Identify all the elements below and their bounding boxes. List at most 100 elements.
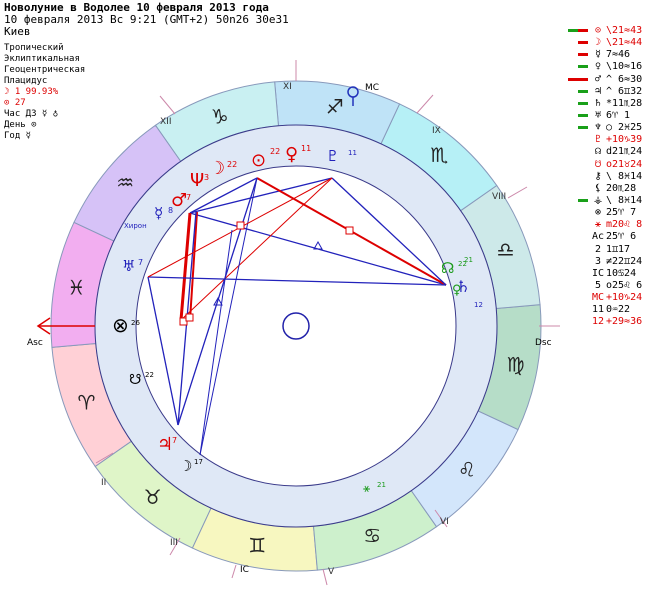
positions-table: ⊙ \21≈43 ☽ \21≈44 ☿ 7≈46 ♀ \10≈16 ♂ ^ 6≈30 ♃ ^ 6♊32… bbox=[560, 25, 672, 329]
body-position: 20♏28 bbox=[606, 182, 637, 194]
position-row: ☽ \21≈44 bbox=[560, 37, 672, 49]
mc-label: MC bbox=[365, 83, 379, 93]
body-glyph: ⊙ bbox=[594, 25, 602, 36]
chart-settings: Тропический Эклиптикальная Геоцентрическ… bbox=[4, 43, 85, 142]
aspect-strength-marker bbox=[560, 122, 588, 134]
house-v: V bbox=[328, 567, 335, 577]
part-fortune-degree: 26 bbox=[131, 319, 140, 327]
body-position: \ 8♓14 bbox=[606, 194, 643, 206]
body-glyph: ☿ bbox=[594, 49, 602, 61]
zodiac-sign-glyph: ♋ bbox=[363, 524, 381, 548]
sun-value: ⊙ 27 bbox=[4, 98, 26, 108]
position-row: 2 1♊17 bbox=[560, 244, 672, 256]
body-glyph: ♄ bbox=[594, 97, 602, 109]
part-fortune-glyph: ⊗ bbox=[112, 313, 129, 337]
zodiac-ring: ♈ ♉ ♊ ♋ ♌ ♍ ♎ ♏ ♐ ♑ ♒ ♓ bbox=[50, 80, 542, 572]
body-glyph: 12 bbox=[592, 316, 605, 328]
vertex-glyph: ⚹ bbox=[363, 481, 370, 495]
house-system: Плацидус bbox=[4, 76, 48, 86]
body-position: 1♊17 bbox=[606, 243, 631, 255]
aspect-strength-marker bbox=[560, 207, 588, 219]
aspect-strength-marker bbox=[560, 195, 588, 207]
body-glyph: МС bbox=[592, 292, 605, 304]
house-viii: VIII bbox=[492, 192, 506, 202]
body-position: ○ 2♓25 bbox=[606, 122, 643, 134]
aspect-strength-marker bbox=[560, 244, 588, 256]
position-row: ☿ 7≈46 bbox=[560, 49, 672, 61]
mc-marker bbox=[347, 86, 359, 106]
body-glyph: ⊗ bbox=[594, 207, 602, 219]
aspect-strength-marker bbox=[560, 25, 588, 37]
aspect-strength-marker bbox=[560, 231, 588, 243]
body-position: +29≈36 bbox=[606, 316, 643, 328]
position-row: 11 0♒22 bbox=[560, 304, 672, 316]
mars-degree: 7 bbox=[186, 193, 191, 202]
body-glyph: ♃ bbox=[594, 85, 602, 97]
position-row: ♅ 6♈ 1 bbox=[560, 110, 672, 122]
asc-label: Asc bbox=[27, 338, 43, 348]
north-node-degree: 22 bbox=[458, 260, 467, 268]
position-row: ⚷ \ 8♓14 bbox=[560, 171, 672, 183]
position-row: ⊗ 25♈ 7 bbox=[560, 207, 672, 219]
moon-glyph: ☽ bbox=[209, 158, 225, 179]
center-type: Геоцентрическая bbox=[4, 65, 86, 75]
selena-glyph: ♀ bbox=[452, 283, 462, 298]
body-position: m20♌ 8 bbox=[606, 219, 643, 231]
aspect-strength-marker bbox=[560, 159, 588, 171]
position-row: ♀ \10≈16 bbox=[560, 61, 672, 73]
aspect-strength-marker bbox=[560, 61, 588, 73]
house-ix: IX bbox=[432, 126, 441, 136]
aspect-strength-marker bbox=[560, 219, 588, 231]
aspect-strength-marker bbox=[560, 292, 588, 304]
chart-datetime: 10 февраля 2013 Вс 9:21 (GMT+2) 50n26 30… bbox=[4, 13, 289, 26]
body-position: 0♒22 bbox=[606, 304, 631, 316]
position-row: ♃ ^ 6♊32 bbox=[560, 86, 672, 98]
moon-phase: ☽ 1 99.93% bbox=[4, 87, 59, 97]
body-position: ≠22♊24 bbox=[606, 255, 643, 267]
south-node-glyph: ☋ bbox=[129, 372, 141, 388]
aspect-strength-marker bbox=[560, 316, 588, 328]
zodiac-sign-glyph: ♌ bbox=[458, 457, 476, 481]
asc-arrow bbox=[36, 317, 95, 335]
body-position: \10≈16 bbox=[606, 61, 643, 73]
body-position: o21♉24 bbox=[606, 158, 643, 170]
lilith-degree: 17 bbox=[194, 458, 203, 466]
house-ii: II bbox=[101, 478, 106, 488]
body-glyph: 3 bbox=[594, 255, 602, 267]
house-xii: XII bbox=[160, 117, 171, 127]
body-glyph: 11 bbox=[592, 304, 605, 316]
body-glyph: 2 bbox=[594, 243, 602, 255]
mercury-degree: 8 bbox=[168, 206, 173, 215]
aspect-strength-marker bbox=[560, 49, 588, 61]
aspect-strength-marker bbox=[560, 134, 588, 146]
body-glyph: 5 bbox=[594, 279, 602, 291]
sun-degree: 22 bbox=[270, 147, 280, 156]
aspect-strength-marker bbox=[560, 268, 588, 280]
body-glyph: ⚷ bbox=[594, 170, 602, 182]
zodiac-sign-glyph: ♒ bbox=[116, 171, 134, 195]
zodiac-sign-glyph: ♐ bbox=[326, 94, 344, 118]
moon-degree: 22 bbox=[227, 160, 237, 169]
body-position: +10♑24 bbox=[606, 292, 643, 304]
venus-degree: 11 bbox=[301, 144, 311, 153]
house-cusps bbox=[95, 60, 560, 586]
position-row: ⚶ \ 8♓14 bbox=[560, 195, 672, 207]
aspect-strength-marker bbox=[560, 171, 588, 183]
body-position: 6♈ 1 bbox=[606, 109, 631, 121]
vertex-degree: 21 bbox=[377, 481, 386, 489]
body-position: o25♌ 6 bbox=[606, 279, 643, 291]
coordinate-type: Эклиптикальная bbox=[4, 54, 80, 64]
zodiac-sign-glyph: ♓ bbox=[67, 275, 85, 299]
chiron-label: Хирон bbox=[124, 222, 147, 230]
body-position: ^ 6♊32 bbox=[606, 85, 643, 97]
lilith-glyph: ☽ bbox=[179, 457, 192, 475]
hour-ruler: Час ДЗ ☿ ♁ bbox=[4, 109, 59, 119]
chart-title: Новолуние в Водолее 10 февраля 2013 года bbox=[4, 1, 269, 14]
body-position: 25♈ 6 bbox=[606, 231, 637, 243]
position-row: ♄ *11♏28 bbox=[560, 98, 672, 110]
chart-header: Новолуние в Водолее 10 февраля 2013 года… bbox=[4, 2, 289, 38]
body-position: 7≈46 bbox=[606, 49, 631, 61]
zodiac-sign-glyph: ♈ bbox=[77, 390, 95, 414]
aspect-strength-marker bbox=[560, 98, 588, 110]
